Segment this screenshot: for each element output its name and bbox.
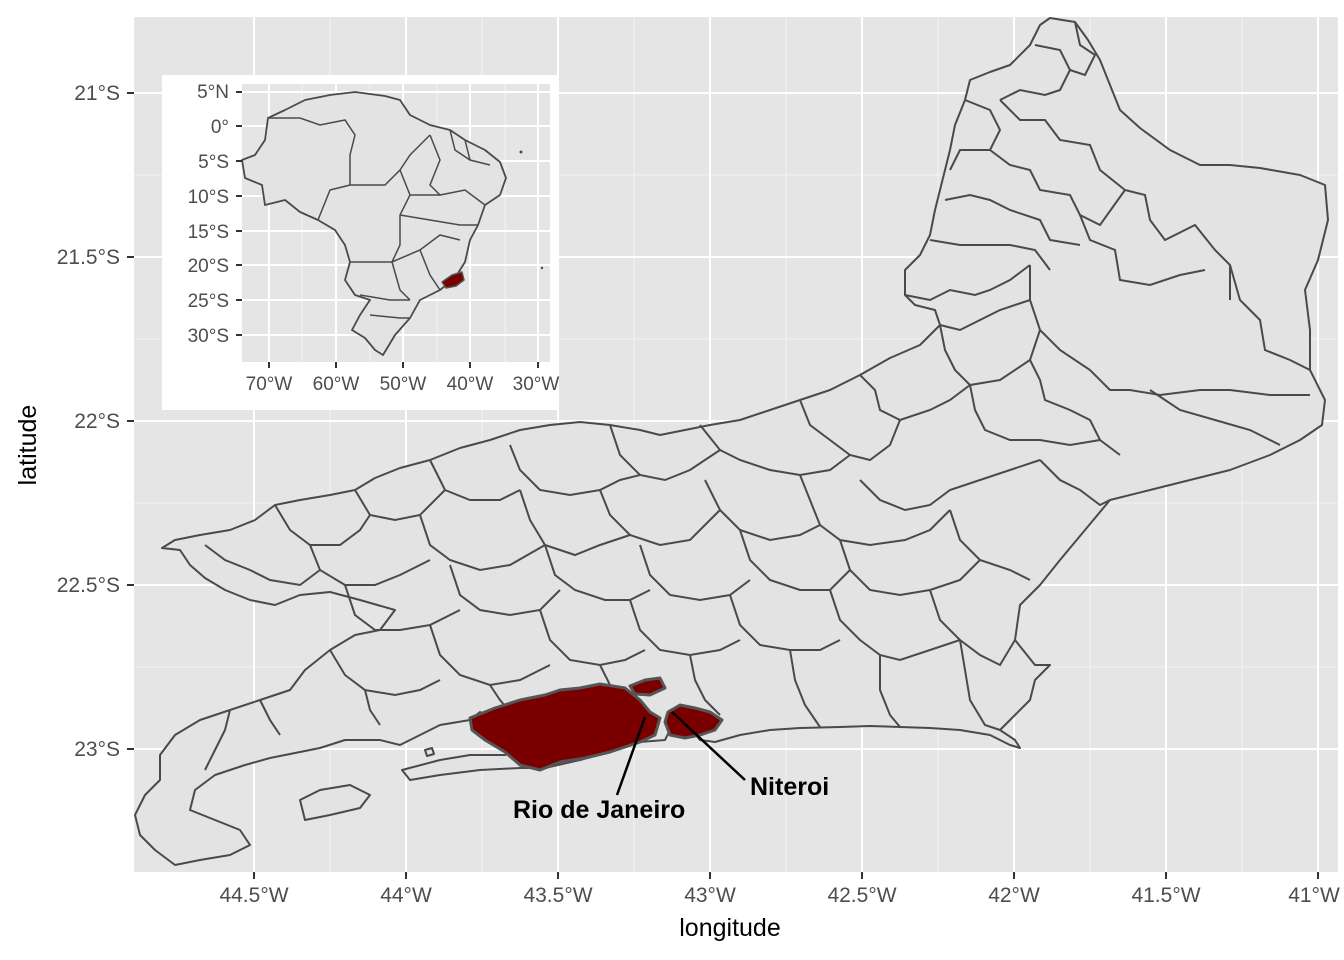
x-tick-label: 44.5°W <box>219 884 288 907</box>
y-tick-label: 21°S <box>74 82 120 105</box>
inset-x-tick-label: 70°W <box>246 374 293 395</box>
y-tick-label: 23°S <box>74 738 120 761</box>
inset-y-tick-label: 30°S <box>188 326 229 347</box>
x-tick-label: 43°W <box>684 884 736 907</box>
y-tick-label: 22°S <box>74 410 120 433</box>
leader-rio <box>615 716 647 796</box>
state-outline <box>134 17 1329 866</box>
inset-y-tick-label: 25°S <box>188 291 229 312</box>
inset-x-tick-label: 60°W <box>313 374 360 395</box>
inset-rj-highlight <box>441 271 465 289</box>
region-niteroi <box>663 703 724 740</box>
y-tick-label: 22.5°S <box>57 574 120 597</box>
x-tick-label: 42°W <box>988 884 1040 907</box>
y-axis-ticks <box>127 92 134 750</box>
y-axis-labels: 21°S 21.5°S 22°S 22.5°S 23°S <box>57 82 120 761</box>
island-small <box>424 747 435 757</box>
inset-y-tick-label: 5°S <box>198 152 229 173</box>
y-axis-title: latitude <box>14 405 42 486</box>
inset-x-tick-label: 30°W <box>513 374 560 395</box>
x-tick-label: 41°W <box>1288 884 1340 907</box>
label-rio-de-janeiro: Rio de Janeiro <box>513 796 685 824</box>
inset-y-tick-label: 5°N <box>197 82 229 103</box>
inset-island-2 <box>540 266 544 270</box>
x-axis-labels: 44.5°W 44°W 43.5°W 43°W 42.5°W 42°W 41.5… <box>219 884 1340 907</box>
x-tick-label: 42.5°W <box>827 884 896 907</box>
inset-island <box>519 150 523 154</box>
x-axis-title: longitude <box>679 914 780 942</box>
state-map: Rio de Janeiro Niteroi <box>134 17 1329 866</box>
inset-x-tick-label: 50°W <box>380 374 427 395</box>
inset-y-tick-label: 20°S <box>188 256 229 277</box>
region-rio-de-janeiro <box>468 682 662 772</box>
inset-y-tick-label: 10°S <box>188 187 229 208</box>
inset-y-labels: 5°N 0° 5°S 10°S 15°S 20°S 25°S 30°S <box>188 82 229 347</box>
x-tick-label: 41.5°W <box>1131 884 1200 907</box>
brazil-state-boundaries <box>268 117 491 319</box>
inset-map: 5°N 0° 5°S 10°S 15°S 20°S 25°S 30°S 70°W… <box>162 75 559 410</box>
inset-x-tick-label: 40°W <box>447 374 494 395</box>
x-tick-label: 43.5°W <box>523 884 592 907</box>
leader-niteroi <box>671 711 746 781</box>
inset-y-tick-label: 0° <box>211 117 229 138</box>
label-niteroi: Niteroi <box>750 773 829 801</box>
x-axis-ticks <box>253 872 1319 879</box>
island-marambaia <box>299 784 371 821</box>
region-islet <box>628 676 667 697</box>
y-tick-label: 21.5°S <box>57 246 120 269</box>
inset-x-labels: 70°W 60°W 50°W 40°W 30°W <box>246 374 560 395</box>
inset-y-tick-label: 15°S <box>188 222 229 243</box>
x-tick-label: 44°W <box>380 884 432 907</box>
municipal-boundaries <box>204 21 1311 771</box>
inset-ticks <box>236 91 539 368</box>
